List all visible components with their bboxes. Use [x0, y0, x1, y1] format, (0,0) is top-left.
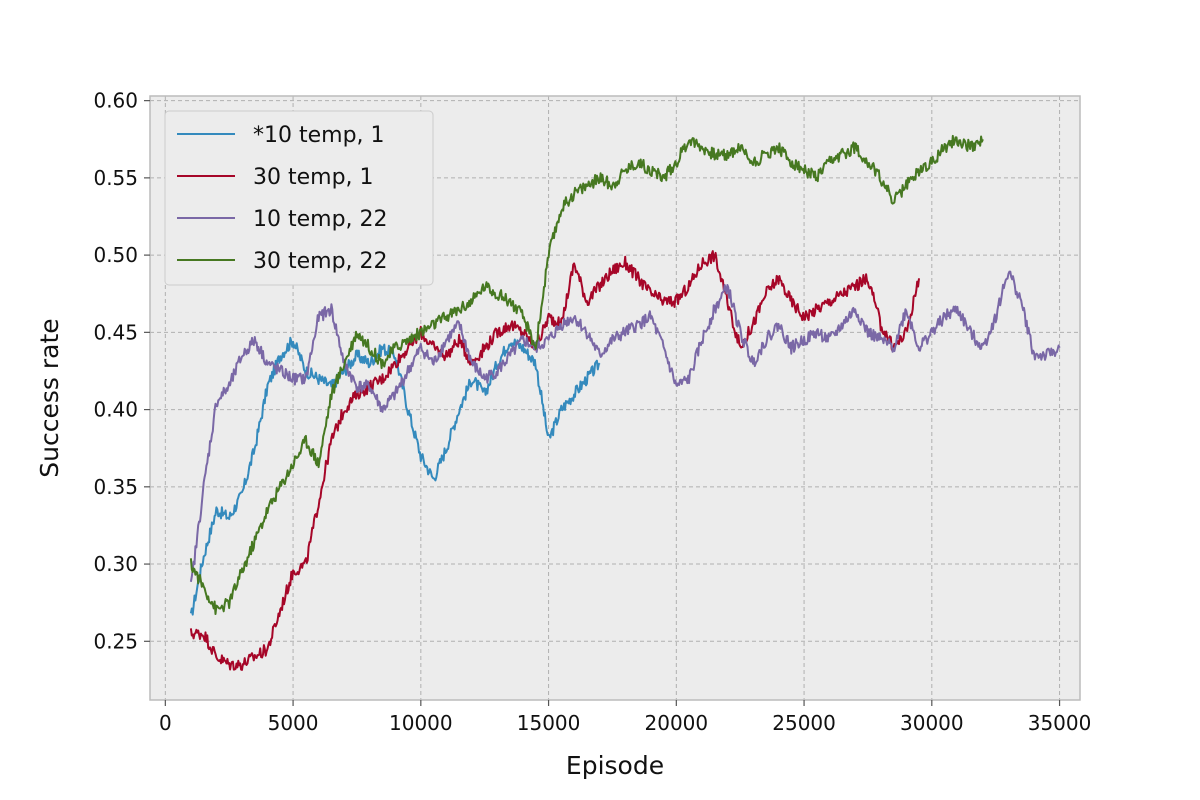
legend-box [164, 110, 434, 286]
x-tick-label: 25000 [772, 711, 836, 735]
legend-label: 30 temp, 1 [253, 165, 374, 190]
y-tick-label: 0.30 [93, 552, 138, 576]
x-tick-label: 5000 [268, 711, 319, 735]
x-tick-label: 0 [159, 711, 172, 735]
y-tick-label: 0.35 [93, 475, 138, 499]
y-tick-label: 0.55 [93, 166, 138, 190]
y-axis-title: Success rate [35, 318, 64, 477]
plot-frame [149, 95, 1081, 701]
legend-label: 30 temp, 22 [253, 249, 388, 274]
x-tick-label: 30000 [900, 711, 964, 735]
axis-ticks: 0 5000 10000 15000 20000 25000 30000 35000 0.25 0… [93, 89, 1091, 735]
y-tick-label: 0.45 [93, 320, 138, 344]
x-tick-label: 15000 [517, 711, 581, 735]
y-tick-label: 0.50 [93, 243, 138, 267]
x-tick-label: 10000 [389, 711, 453, 735]
series-line-2 [189, 250, 920, 671]
series-line-1 [189, 336, 601, 616]
y-tick-label: 0.25 [93, 629, 138, 653]
x-axis-title: Episode [566, 751, 664, 780]
y-tick-label: 0.60 [93, 89, 138, 113]
y-tick-label: 0.40 [93, 398, 138, 422]
x-tick-label: 35000 [1028, 711, 1092, 735]
series-lines [189, 134, 1061, 671]
x-tick-label: 20000 [645, 711, 709, 735]
series-line-3 [189, 270, 1061, 582]
legend-label: *10 temp, 1 [253, 123, 385, 148]
legend-label: 10 temp, 22 [253, 207, 388, 232]
legend: *10 temp, 1 30 temp, 1 10 temp, 22 30 temp,… [164, 110, 434, 286]
series-line-4 [189, 134, 984, 615]
